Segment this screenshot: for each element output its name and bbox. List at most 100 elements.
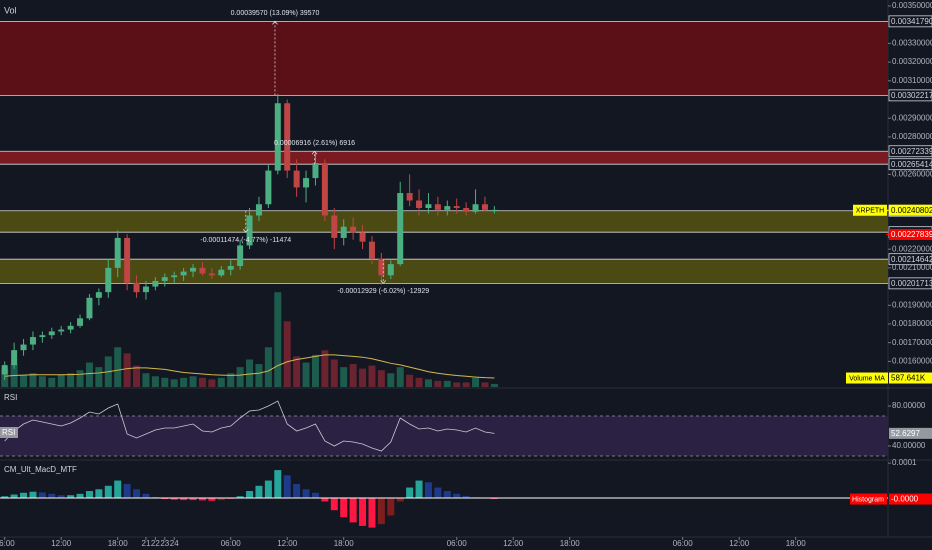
histogram-bar <box>67 495 75 498</box>
volume-bar <box>368 365 376 387</box>
volume-bar <box>246 359 254 387</box>
y-tick-label: 0.00260000 <box>892 169 932 178</box>
volume-bar <box>359 368 367 387</box>
y-tick-label: 0.00180000 <box>892 319 932 328</box>
candle-body <box>208 273 215 276</box>
candle-body <box>237 245 244 266</box>
measure-label: -0.00012929 (-6.02%) -12929 <box>337 288 429 295</box>
x-tick-label: 12:00 <box>277 539 298 548</box>
volume-title: Vol <box>4 5 17 15</box>
histogram-bar <box>264 480 272 498</box>
zone-bottom-label-box <box>888 89 932 102</box>
zone-top-label-box <box>888 145 932 158</box>
histogram-bar <box>396 498 404 502</box>
volume-bar <box>311 354 319 387</box>
histogram-bar <box>443 491 451 498</box>
y-tick-label: 40.00000 <box>892 441 926 450</box>
histogram-bar <box>151 496 159 498</box>
candle-body <box>321 163 328 216</box>
volume-bar <box>161 377 169 387</box>
y-tick-label: 0.00310000 <box>892 76 932 85</box>
candle-body <box>67 325 74 330</box>
histogram-bar <box>283 475 291 498</box>
histogram-bar <box>490 498 498 500</box>
histogram-bar <box>368 498 376 528</box>
volume-bar <box>20 374 28 387</box>
volume-bar <box>387 373 395 387</box>
symbol-tag <box>853 204 887 216</box>
y-tick-label: 0.00350000 <box>892 1 932 10</box>
volume-bar <box>236 367 244 387</box>
histogram-bar <box>123 484 131 498</box>
histogram-bar <box>424 482 432 498</box>
candle-body <box>11 350 18 366</box>
candle-body <box>171 275 178 278</box>
y-tick-label: 0.00190000 <box>892 300 932 309</box>
volume-bar <box>283 321 291 387</box>
histogram-bar <box>434 487 442 498</box>
volume-bar <box>227 373 235 387</box>
zone <box>0 259 888 284</box>
zone-bottom-label-box <box>888 158 932 171</box>
x-tick-label: 23 <box>160 539 169 548</box>
volume-ma-line <box>4 354 495 379</box>
x-tick-label: 18:00 <box>334 539 355 548</box>
measure-arrow <box>272 20 278 25</box>
histogram-bar <box>189 498 197 501</box>
histogram-value-label-box <box>889 493 932 505</box>
candle-body <box>142 286 149 293</box>
y-tick-label: 0.00220000 <box>892 244 932 253</box>
macd-title: CM_Ult_MacD_MTF <box>4 465 77 474</box>
candle-body <box>425 204 432 208</box>
candle-body <box>387 264 394 276</box>
volume-bar <box>217 377 225 387</box>
candle-body <box>284 103 291 171</box>
histogram-bar <box>10 494 18 498</box>
histogram-value-label: -0.0000 <box>891 495 919 504</box>
histogram-bar <box>330 498 338 511</box>
rsi-value-label: 52.6297 <box>891 429 920 438</box>
volume-bar <box>170 379 178 387</box>
x-tick-label: 06:00 <box>447 539 468 548</box>
candle-body <box>463 207 470 212</box>
zone-top-label: 0.00272339 <box>891 147 932 156</box>
candle-body <box>303 178 310 188</box>
volume-bar <box>406 374 414 387</box>
histogram-bar <box>208 498 216 501</box>
histogram-bar <box>274 470 282 498</box>
candle-body <box>444 206 451 210</box>
candle-body <box>340 226 347 238</box>
histogram-bar <box>377 498 385 525</box>
volume-bar <box>490 383 498 387</box>
measure-label: -0.00011474 (-4.77%) -11474 <box>200 237 291 244</box>
histogram-bar <box>20 492 28 498</box>
volume-bar <box>415 377 423 387</box>
measure-arrow <box>380 280 387 284</box>
volume-bar <box>434 380 442 387</box>
histogram-bar <box>38 492 46 498</box>
histogram-bar <box>255 485 263 498</box>
candle-body <box>227 265 234 270</box>
histogram-bar <box>180 498 188 501</box>
volume-bar <box>198 377 206 387</box>
candle-body <box>86 297 93 319</box>
volume-bar <box>85 362 93 387</box>
x-tick-label: 18:00 <box>560 539 581 548</box>
rsi-tag <box>0 427 18 438</box>
candle-body <box>350 226 357 233</box>
candle-body <box>331 215 338 238</box>
volume-bar <box>189 376 197 387</box>
price-marker-label: 0.00240802 <box>891 206 932 215</box>
candle-body <box>124 237 131 283</box>
volume-bar <box>57 374 65 387</box>
volume-ma-tag <box>846 372 888 384</box>
histogram-name: Histogram <box>852 496 884 503</box>
histogram-bar <box>359 498 367 526</box>
histogram-bar <box>29 491 37 498</box>
candle-body <box>472 204 479 212</box>
rsi-value-label-box <box>889 427 932 439</box>
histogram-bar <box>76 493 84 498</box>
candle-body <box>312 163 319 179</box>
y-tick-label: 0.0001 <box>892 458 917 467</box>
